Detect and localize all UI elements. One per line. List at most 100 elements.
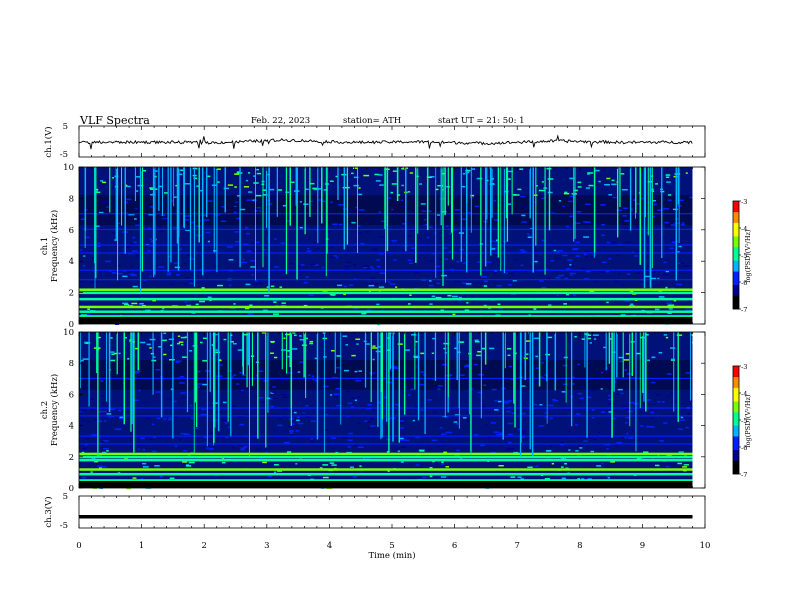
spectrogram-cell <box>281 302 286 304</box>
ch2-colorbar-label: log(PSD)(V²/Hz) <box>744 394 752 447</box>
spectrogram-cell <box>302 413 305 416</box>
spectrogram-cell <box>534 260 538 263</box>
spectrogram-cell <box>272 281 277 283</box>
spectrogram-cell <box>270 405 275 408</box>
spectrogram-cell <box>617 388 623 391</box>
spectrogram-cell <box>135 347 138 350</box>
spectrogram-cell <box>132 477 137 479</box>
spectrogram-cell <box>673 175 678 178</box>
spectrogram-cell <box>220 220 227 223</box>
spectrogram-cell <box>145 309 151 312</box>
spectrogram-cell <box>176 360 182 362</box>
spectrogram-cell <box>369 425 376 427</box>
spectrogram-cell <box>441 363 447 366</box>
spectrogram-cell <box>388 197 392 199</box>
spectrogram-cell <box>95 190 98 192</box>
colorbar-segment <box>733 252 739 256</box>
spectrogram-cell <box>289 263 293 265</box>
spectrogram-cell <box>657 401 661 403</box>
spectrogram-cell <box>106 206 109 208</box>
spectrogram-cell <box>454 209 460 211</box>
spectrogram-cell <box>501 400 508 403</box>
spectrogram-cell <box>409 172 414 174</box>
spectrogram-cell <box>86 342 91 344</box>
spectrogram-cell <box>312 378 315 380</box>
spectrogram-cell <box>513 194 520 196</box>
spectrogram-cell <box>639 425 644 427</box>
spectrogram-cell <box>227 397 232 399</box>
spectrogram-cell <box>628 401 635 404</box>
spectrogram-cell <box>431 352 435 355</box>
spectrogram-cell <box>508 284 512 286</box>
spectrogram-cell <box>577 186 582 188</box>
spectrogram-cell <box>147 227 151 230</box>
spectrogram-cell <box>407 235 413 237</box>
spectrogram-cell <box>620 221 625 223</box>
spectrogram-cell <box>100 180 104 182</box>
spectrogram-cell <box>494 400 497 402</box>
spectrogram-cell <box>606 448 609 450</box>
spectrogram-cell <box>557 251 560 253</box>
spectrogram-cell <box>376 371 383 373</box>
spectrogram-cell <box>234 173 240 175</box>
spectrogram-cell <box>178 374 183 376</box>
spectrogram-cell <box>640 396 644 398</box>
spectrogram-cell <box>81 476 87 479</box>
spectrogram-cell <box>369 418 375 420</box>
emission-band <box>79 407 693 409</box>
spectrogram-cell <box>549 417 553 420</box>
colorbar-segment <box>733 371 739 375</box>
spectrogram-cell <box>267 475 273 478</box>
spectrogram-cell <box>347 390 351 393</box>
spectrogram-cell <box>399 427 404 429</box>
emission-band <box>79 310 693 313</box>
spectrogram-cell <box>185 215 192 217</box>
spectrogram-cell <box>137 448 140 451</box>
spectrogram-cell <box>277 424 283 427</box>
spectrogram-cell <box>185 204 190 206</box>
spectrogram-cell <box>146 417 151 420</box>
spectrogram-cell <box>678 199 684 202</box>
spectrogram-cell <box>395 286 398 288</box>
spectrogram-cell <box>437 388 441 391</box>
colorbar-segment <box>733 260 739 264</box>
spectrogram-cell <box>575 241 581 244</box>
spectrogram-cell <box>344 234 348 237</box>
spectrogram-cell <box>454 347 458 350</box>
spectrogram-cell <box>221 205 226 208</box>
spectrogram-cell <box>665 176 670 178</box>
spectrogram-cell <box>375 180 381 182</box>
spectrogram-cell <box>295 430 299 432</box>
spectrogram-cell <box>363 266 368 269</box>
spectrogram-cell <box>419 450 425 452</box>
spectrogram-cell <box>477 261 482 263</box>
spectrogram-cell <box>299 201 302 203</box>
spectrogram-cell <box>539 280 544 282</box>
spectrogram-cell <box>563 192 570 195</box>
spectrogram-cell <box>335 366 341 369</box>
spectrogram-cell <box>521 214 526 217</box>
spectrogram-cell <box>616 209 623 212</box>
spectrogram-cell <box>331 464 337 466</box>
spectrogram-cell <box>521 436 525 438</box>
spectrogram-cell <box>125 185 131 188</box>
colorbar-segment <box>733 225 739 229</box>
spectrogram-cell <box>533 384 537 387</box>
spectrogram-cell <box>650 271 656 274</box>
colorbar-segment <box>733 411 739 415</box>
spectrogram-cell <box>354 278 357 280</box>
spectrogram-cell <box>253 182 259 184</box>
spectrogram-cell <box>188 279 194 282</box>
spectrogram-cell <box>163 332 167 335</box>
spectrogram-cell <box>286 220 290 222</box>
spectrogram-cell <box>402 223 406 225</box>
spectrogram-cell <box>313 264 319 266</box>
spectrogram-cell <box>358 209 365 211</box>
spectrogram-cell <box>239 423 245 426</box>
spectrogram-cell <box>308 200 314 203</box>
spectrogram-cell <box>600 204 606 206</box>
spectrogram-cell <box>670 224 676 226</box>
colorbar-segment <box>733 249 739 253</box>
spectrogram-cell <box>496 239 499 242</box>
spectrogram-cell <box>473 434 479 436</box>
